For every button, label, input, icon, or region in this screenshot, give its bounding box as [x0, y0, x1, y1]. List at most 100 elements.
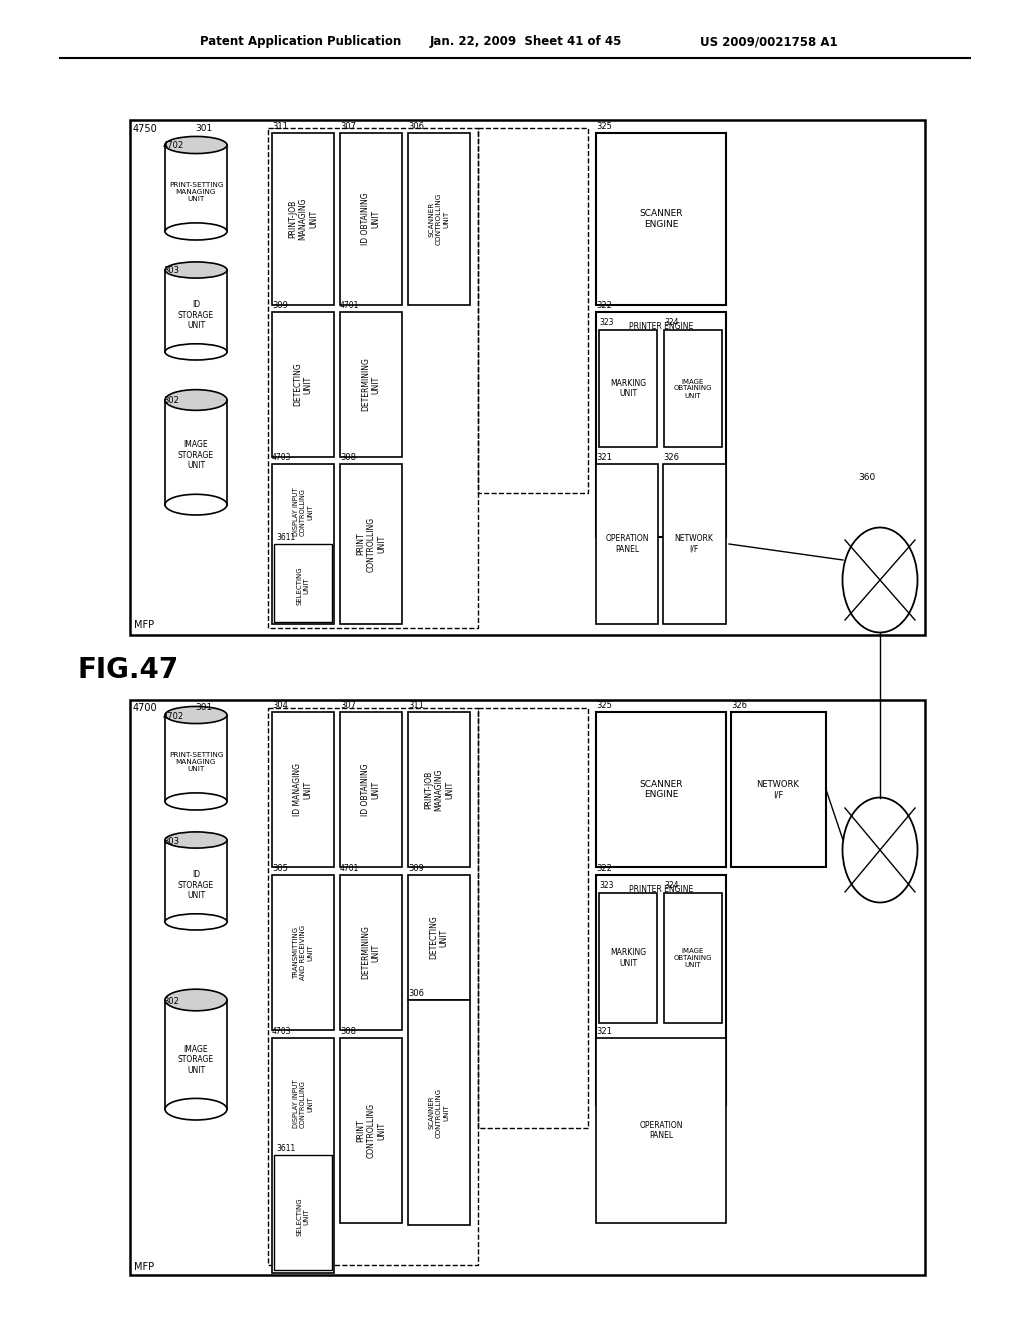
Text: 306: 306 — [408, 121, 424, 131]
Text: 311: 311 — [272, 121, 288, 131]
Text: 301: 301 — [195, 124, 212, 133]
Text: NETWORK
I/F: NETWORK I/F — [757, 780, 800, 799]
Text: SCANNER
ENGINE: SCANNER ENGINE — [639, 780, 683, 799]
FancyBboxPatch shape — [408, 133, 470, 305]
Text: MFP: MFP — [134, 1262, 155, 1272]
Text: ID OBTAINING
UNIT: ID OBTAINING UNIT — [361, 763, 381, 816]
Text: DISPLAY INPUT
CONTROLLING
UNIT: DISPLAY INPUT CONTROLLING UNIT — [293, 487, 313, 536]
Text: 325: 325 — [596, 701, 612, 710]
Text: SCANNER
CONTROLLING
UNIT: SCANNER CONTROLLING UNIT — [429, 1088, 449, 1138]
Text: PRINTER ENGINE: PRINTER ENGINE — [629, 322, 693, 331]
FancyBboxPatch shape — [340, 312, 402, 457]
Text: TRANSMITTING
AND RECEIVING
UNIT: TRANSMITTING AND RECEIVING UNIT — [293, 925, 313, 979]
Ellipse shape — [843, 528, 918, 632]
Ellipse shape — [165, 989, 227, 1011]
Text: 307: 307 — [340, 121, 356, 131]
FancyBboxPatch shape — [596, 1038, 726, 1224]
FancyBboxPatch shape — [408, 875, 470, 1001]
Text: 323: 323 — [599, 880, 613, 890]
FancyBboxPatch shape — [596, 465, 658, 624]
Text: MARKING
UNIT: MARKING UNIT — [610, 379, 646, 399]
FancyBboxPatch shape — [340, 875, 402, 1030]
FancyBboxPatch shape — [596, 133, 726, 305]
Text: Patent Application Publication: Patent Application Publication — [200, 36, 401, 49]
Text: PRINT-SETTING
MANAGING
UNIT: PRINT-SETTING MANAGING UNIT — [169, 752, 223, 772]
Text: OPERATION
PANEL: OPERATION PANEL — [605, 535, 649, 553]
Ellipse shape — [165, 343, 227, 360]
FancyBboxPatch shape — [596, 875, 726, 1105]
Ellipse shape — [165, 494, 227, 515]
Text: 4750: 4750 — [133, 124, 158, 135]
Text: DETECTING
UNIT: DETECTING UNIT — [429, 916, 449, 960]
Text: DETERMINING
UNIT: DETERMINING UNIT — [361, 925, 381, 979]
Ellipse shape — [165, 261, 227, 279]
Text: 308: 308 — [340, 453, 356, 462]
Text: US 2009/0021758 A1: US 2009/0021758 A1 — [700, 36, 838, 49]
FancyBboxPatch shape — [165, 1001, 227, 1109]
FancyBboxPatch shape — [599, 330, 657, 447]
FancyBboxPatch shape — [165, 145, 227, 231]
Text: OPERATION
PANEL: OPERATION PANEL — [639, 1121, 683, 1140]
Text: 308: 308 — [340, 1027, 356, 1036]
Text: 323: 323 — [599, 318, 613, 327]
Text: 301: 301 — [195, 704, 212, 711]
Text: 302: 302 — [163, 997, 179, 1006]
Text: PRINT-SETTING
MANAGING
UNIT: PRINT-SETTING MANAGING UNIT — [169, 182, 223, 202]
Text: FIG.47: FIG.47 — [78, 656, 179, 684]
Ellipse shape — [165, 136, 227, 153]
FancyBboxPatch shape — [165, 400, 227, 504]
Text: IMAGE
OBTAINING
UNIT: IMAGE OBTAINING UNIT — [674, 948, 713, 968]
FancyBboxPatch shape — [165, 715, 227, 801]
Text: 324: 324 — [664, 318, 679, 327]
Text: MARKING
UNIT: MARKING UNIT — [610, 948, 646, 968]
FancyBboxPatch shape — [272, 875, 334, 1030]
Ellipse shape — [165, 706, 227, 723]
FancyBboxPatch shape — [274, 544, 332, 622]
Text: 4702: 4702 — [163, 141, 184, 150]
Text: DETERMINING
UNIT: DETERMINING UNIT — [361, 358, 381, 412]
FancyBboxPatch shape — [272, 133, 334, 305]
Text: SELECTING
UNIT: SELECTING UNIT — [297, 566, 309, 605]
Text: ID
STORAGE
UNIT: ID STORAGE UNIT — [178, 300, 214, 330]
Text: 307: 307 — [340, 701, 356, 710]
FancyBboxPatch shape — [408, 711, 470, 867]
FancyBboxPatch shape — [664, 894, 722, 1023]
FancyBboxPatch shape — [340, 711, 402, 867]
FancyBboxPatch shape — [663, 465, 726, 624]
Text: ID MANAGING
UNIT: ID MANAGING UNIT — [293, 763, 312, 816]
FancyBboxPatch shape — [408, 1001, 470, 1225]
Ellipse shape — [165, 1098, 227, 1119]
Text: 309: 309 — [272, 301, 288, 310]
Ellipse shape — [843, 797, 918, 903]
Text: 3611: 3611 — [276, 1144, 295, 1152]
Text: 304: 304 — [272, 701, 288, 710]
FancyBboxPatch shape — [596, 711, 726, 867]
Text: IMAGE
STORAGE
UNIT: IMAGE STORAGE UNIT — [178, 1045, 214, 1074]
Ellipse shape — [165, 913, 227, 931]
FancyBboxPatch shape — [274, 1155, 332, 1270]
Text: 322: 322 — [596, 865, 612, 873]
Text: Jan. 22, 2009  Sheet 41 of 45: Jan. 22, 2009 Sheet 41 of 45 — [430, 36, 623, 49]
Text: 3611: 3611 — [276, 533, 295, 543]
FancyBboxPatch shape — [340, 133, 402, 305]
Text: ID
STORAGE
UNIT: ID STORAGE UNIT — [178, 870, 214, 900]
Text: NETWORK
I/F: NETWORK I/F — [675, 535, 714, 553]
FancyBboxPatch shape — [272, 1038, 334, 1272]
FancyBboxPatch shape — [599, 894, 657, 1023]
Text: DISPLAY INPUT
CONTROLLING
UNIT: DISPLAY INPUT CONTROLLING UNIT — [293, 1080, 313, 1129]
Text: MFP: MFP — [134, 620, 155, 630]
Text: 324: 324 — [664, 880, 679, 890]
Text: PRINT
CONTROLLING
UNIT: PRINT CONTROLLING UNIT — [356, 516, 386, 572]
Text: 311: 311 — [408, 701, 424, 710]
Text: SCANNER
ENGINE: SCANNER ENGINE — [639, 210, 683, 228]
Text: 360: 360 — [858, 473, 876, 482]
Text: PRINT-JOB
MANAGING
UNIT: PRINT-JOB MANAGING UNIT — [424, 768, 454, 810]
Text: 303: 303 — [163, 837, 179, 846]
FancyBboxPatch shape — [130, 120, 925, 635]
Ellipse shape — [165, 832, 227, 849]
Text: 321: 321 — [596, 1027, 612, 1036]
Text: 306: 306 — [408, 989, 424, 998]
Ellipse shape — [165, 793, 227, 810]
Text: PRINTER ENGINE: PRINTER ENGINE — [629, 884, 693, 894]
FancyBboxPatch shape — [340, 465, 402, 624]
